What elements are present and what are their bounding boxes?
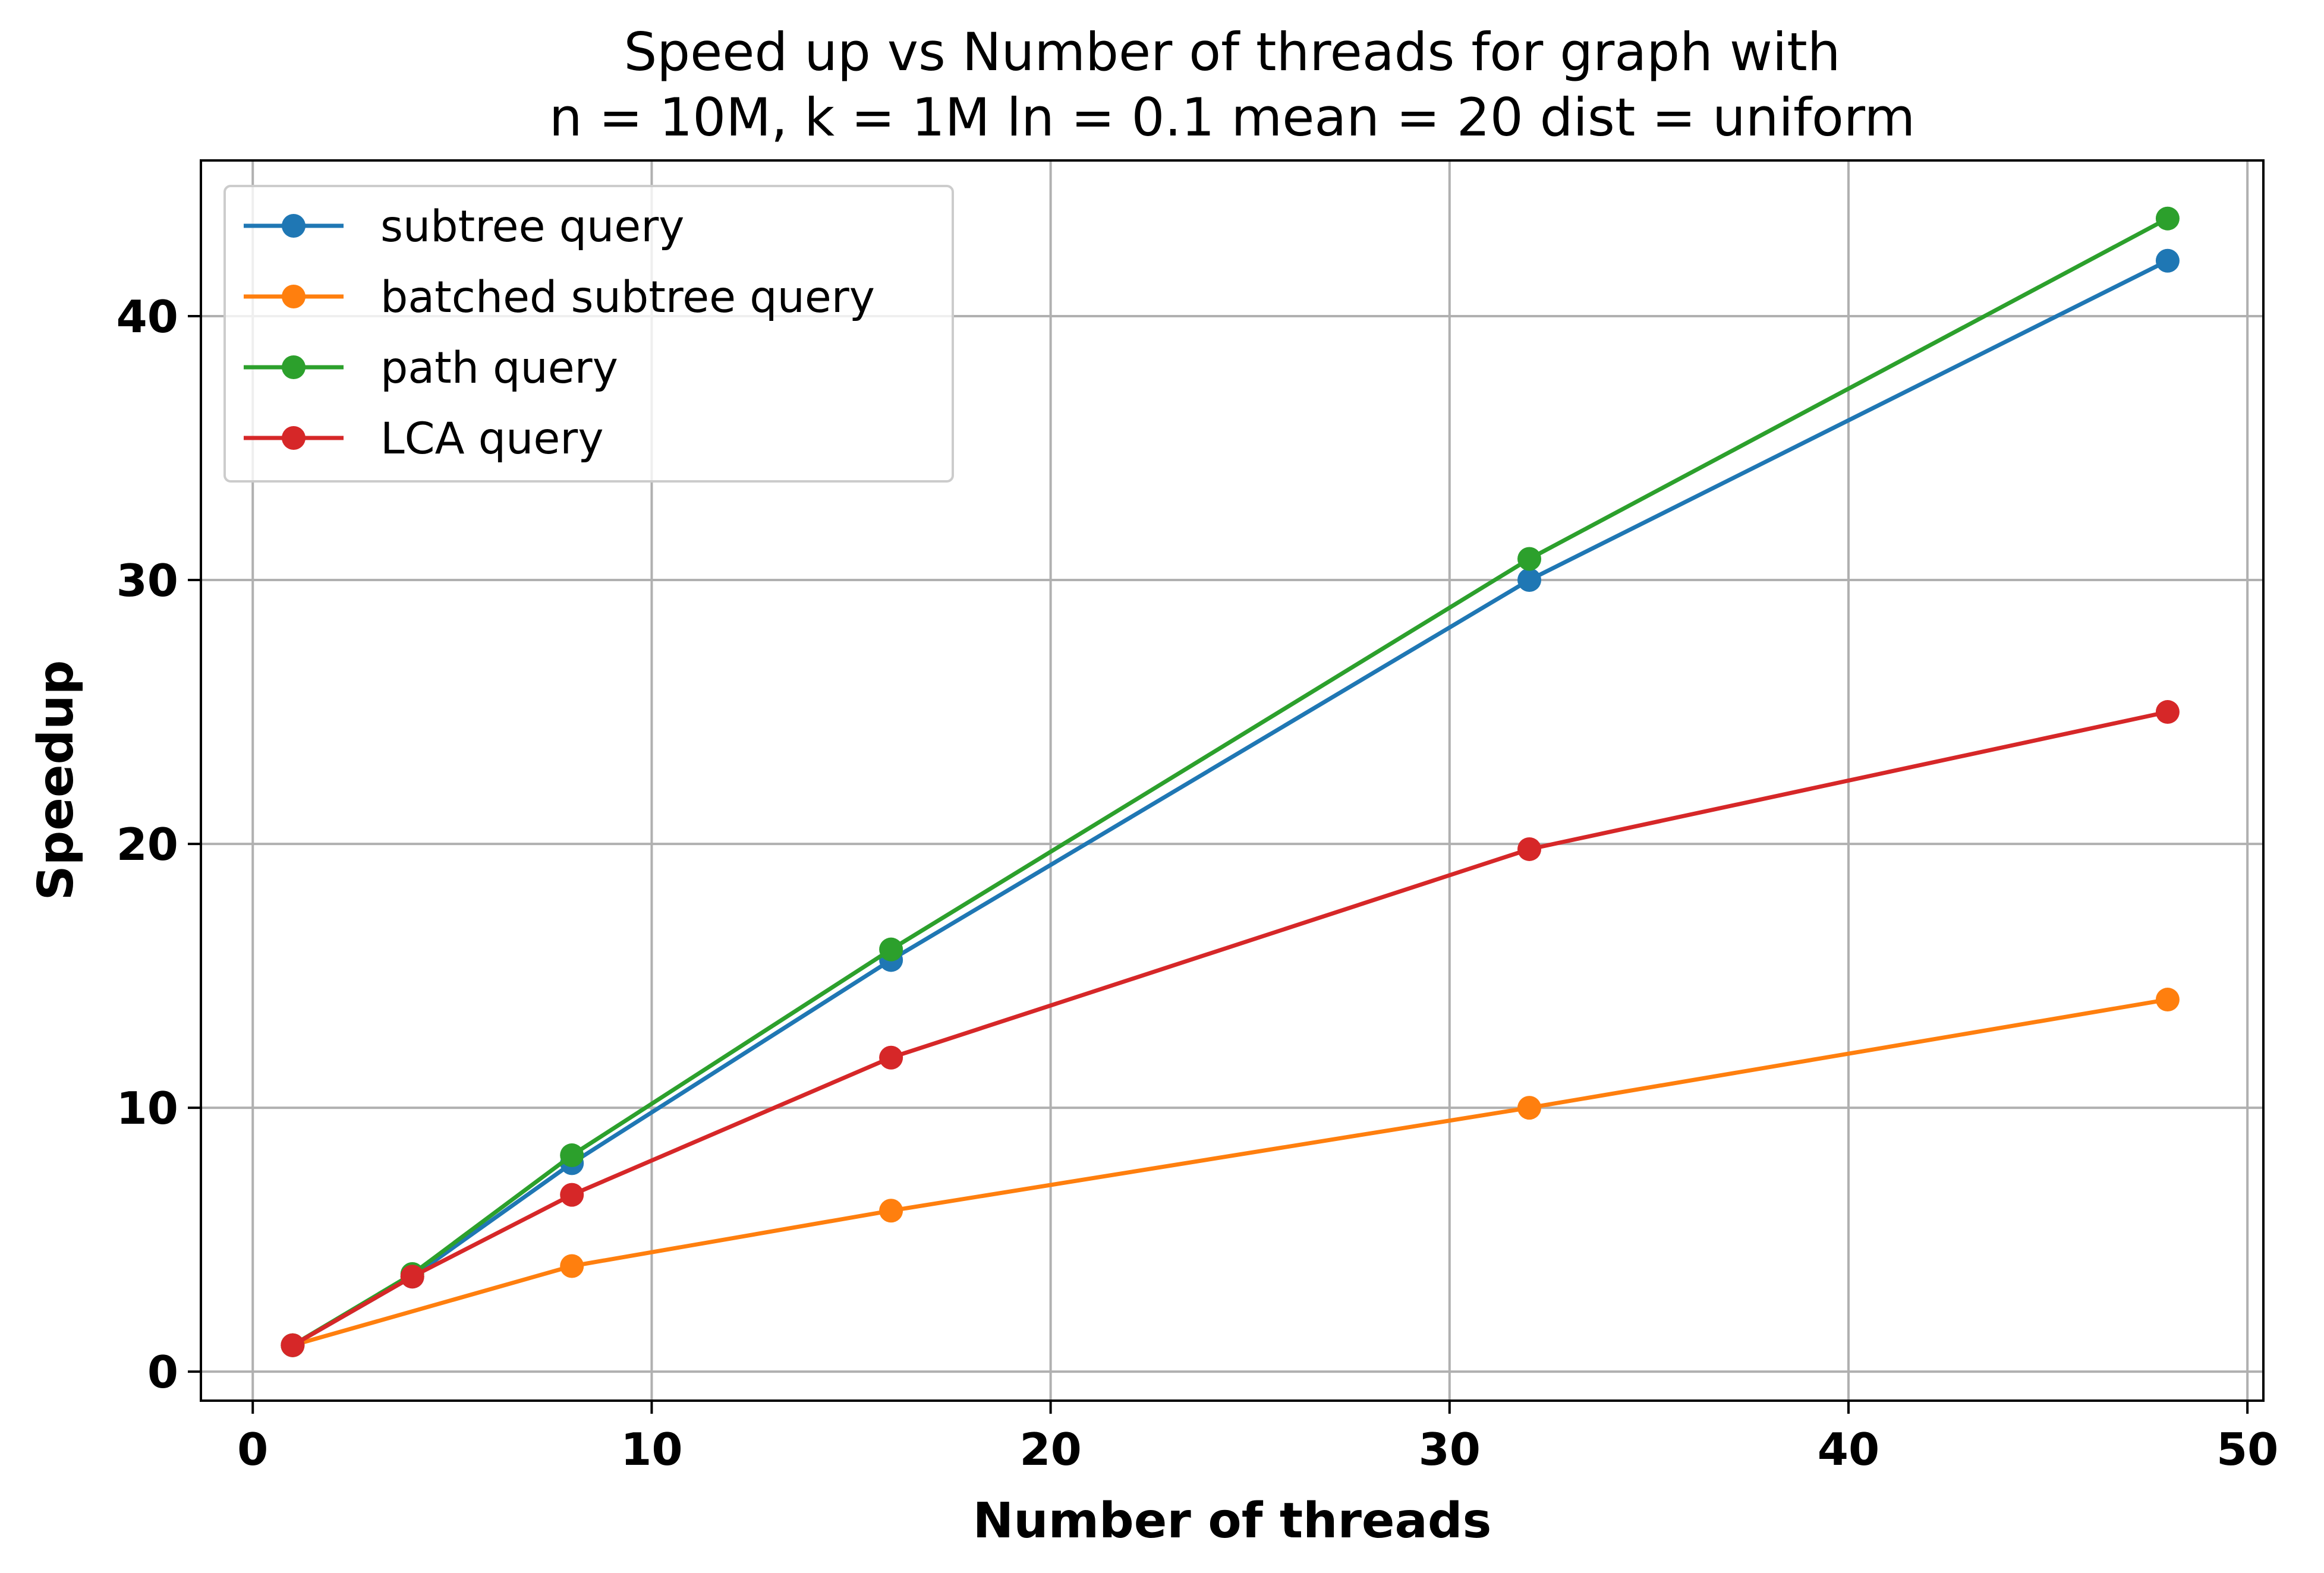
x-tick-label: 10 <box>621 1423 682 1476</box>
legend-label: path query <box>380 343 618 393</box>
legend-label: subtree query <box>380 201 684 252</box>
legend-label: LCA query <box>380 414 604 464</box>
data-point <box>560 1254 584 1278</box>
legend-entry: batched subtree query <box>244 272 875 323</box>
chart-title-line-2: n = 10M, k = 1M ln = 0.1 mean = 20 dist … <box>549 87 1915 148</box>
legend-entry: path query <box>244 343 618 393</box>
x-axis-label: Number of threads <box>973 1493 1492 1549</box>
x-tick-label: 0 <box>237 1423 268 1476</box>
data-point <box>2155 988 2180 1012</box>
x-tick-label: 30 <box>1419 1423 1481 1476</box>
data-point <box>560 1143 584 1168</box>
data-point <box>281 1333 305 1357</box>
data-point <box>560 1183 584 1207</box>
data-point <box>879 1199 903 1223</box>
data-point <box>1517 568 1542 592</box>
data-point <box>1517 1096 1542 1120</box>
series-3 <box>281 700 2180 1357</box>
y-tick-label: 10 <box>116 1082 178 1134</box>
y-axis-label: Speedup <box>28 660 84 901</box>
x-tick-label: 50 <box>2216 1423 2278 1476</box>
legend-marker <box>282 355 306 379</box>
data-point <box>879 937 903 962</box>
y-tick-label: 0 <box>147 1346 178 1398</box>
data-point <box>400 1265 424 1289</box>
axis-ticks: 0 10 20 30 40 50 0 10 20 30 40 <box>116 291 2279 1476</box>
y-tick-label: 30 <box>116 554 178 607</box>
data-point <box>1517 837 1542 861</box>
grid-lines <box>201 160 2263 1401</box>
data-point <box>879 1045 903 1070</box>
legend-marker <box>282 426 306 450</box>
y-tick-label: 20 <box>116 818 178 871</box>
chart-title-line-1: Speed up vs Number of threads for graph … <box>623 21 1840 83</box>
x-tick-label: 40 <box>1818 1423 1879 1476</box>
series-group <box>281 206 2180 1357</box>
legend-marker <box>282 285 306 308</box>
series-line <box>290 710 2170 1348</box>
data-point <box>2155 248 2180 273</box>
legend: subtree query batched subtree query path q… <box>223 185 954 483</box>
data-point <box>1517 547 1542 571</box>
legend-entry: LCA query <box>244 414 604 464</box>
data-point <box>2155 206 2180 231</box>
data-point <box>2155 700 2180 724</box>
plot-area-frame <box>200 159 2265 1402</box>
legend-label: batched subtree query <box>380 272 875 323</box>
y-tick-label: 40 <box>116 291 178 343</box>
legend-entry: subtree query <box>244 201 684 252</box>
legend-marker <box>282 214 306 238</box>
x-tick-label: 20 <box>1019 1423 1081 1476</box>
legend-frame <box>223 185 954 483</box>
